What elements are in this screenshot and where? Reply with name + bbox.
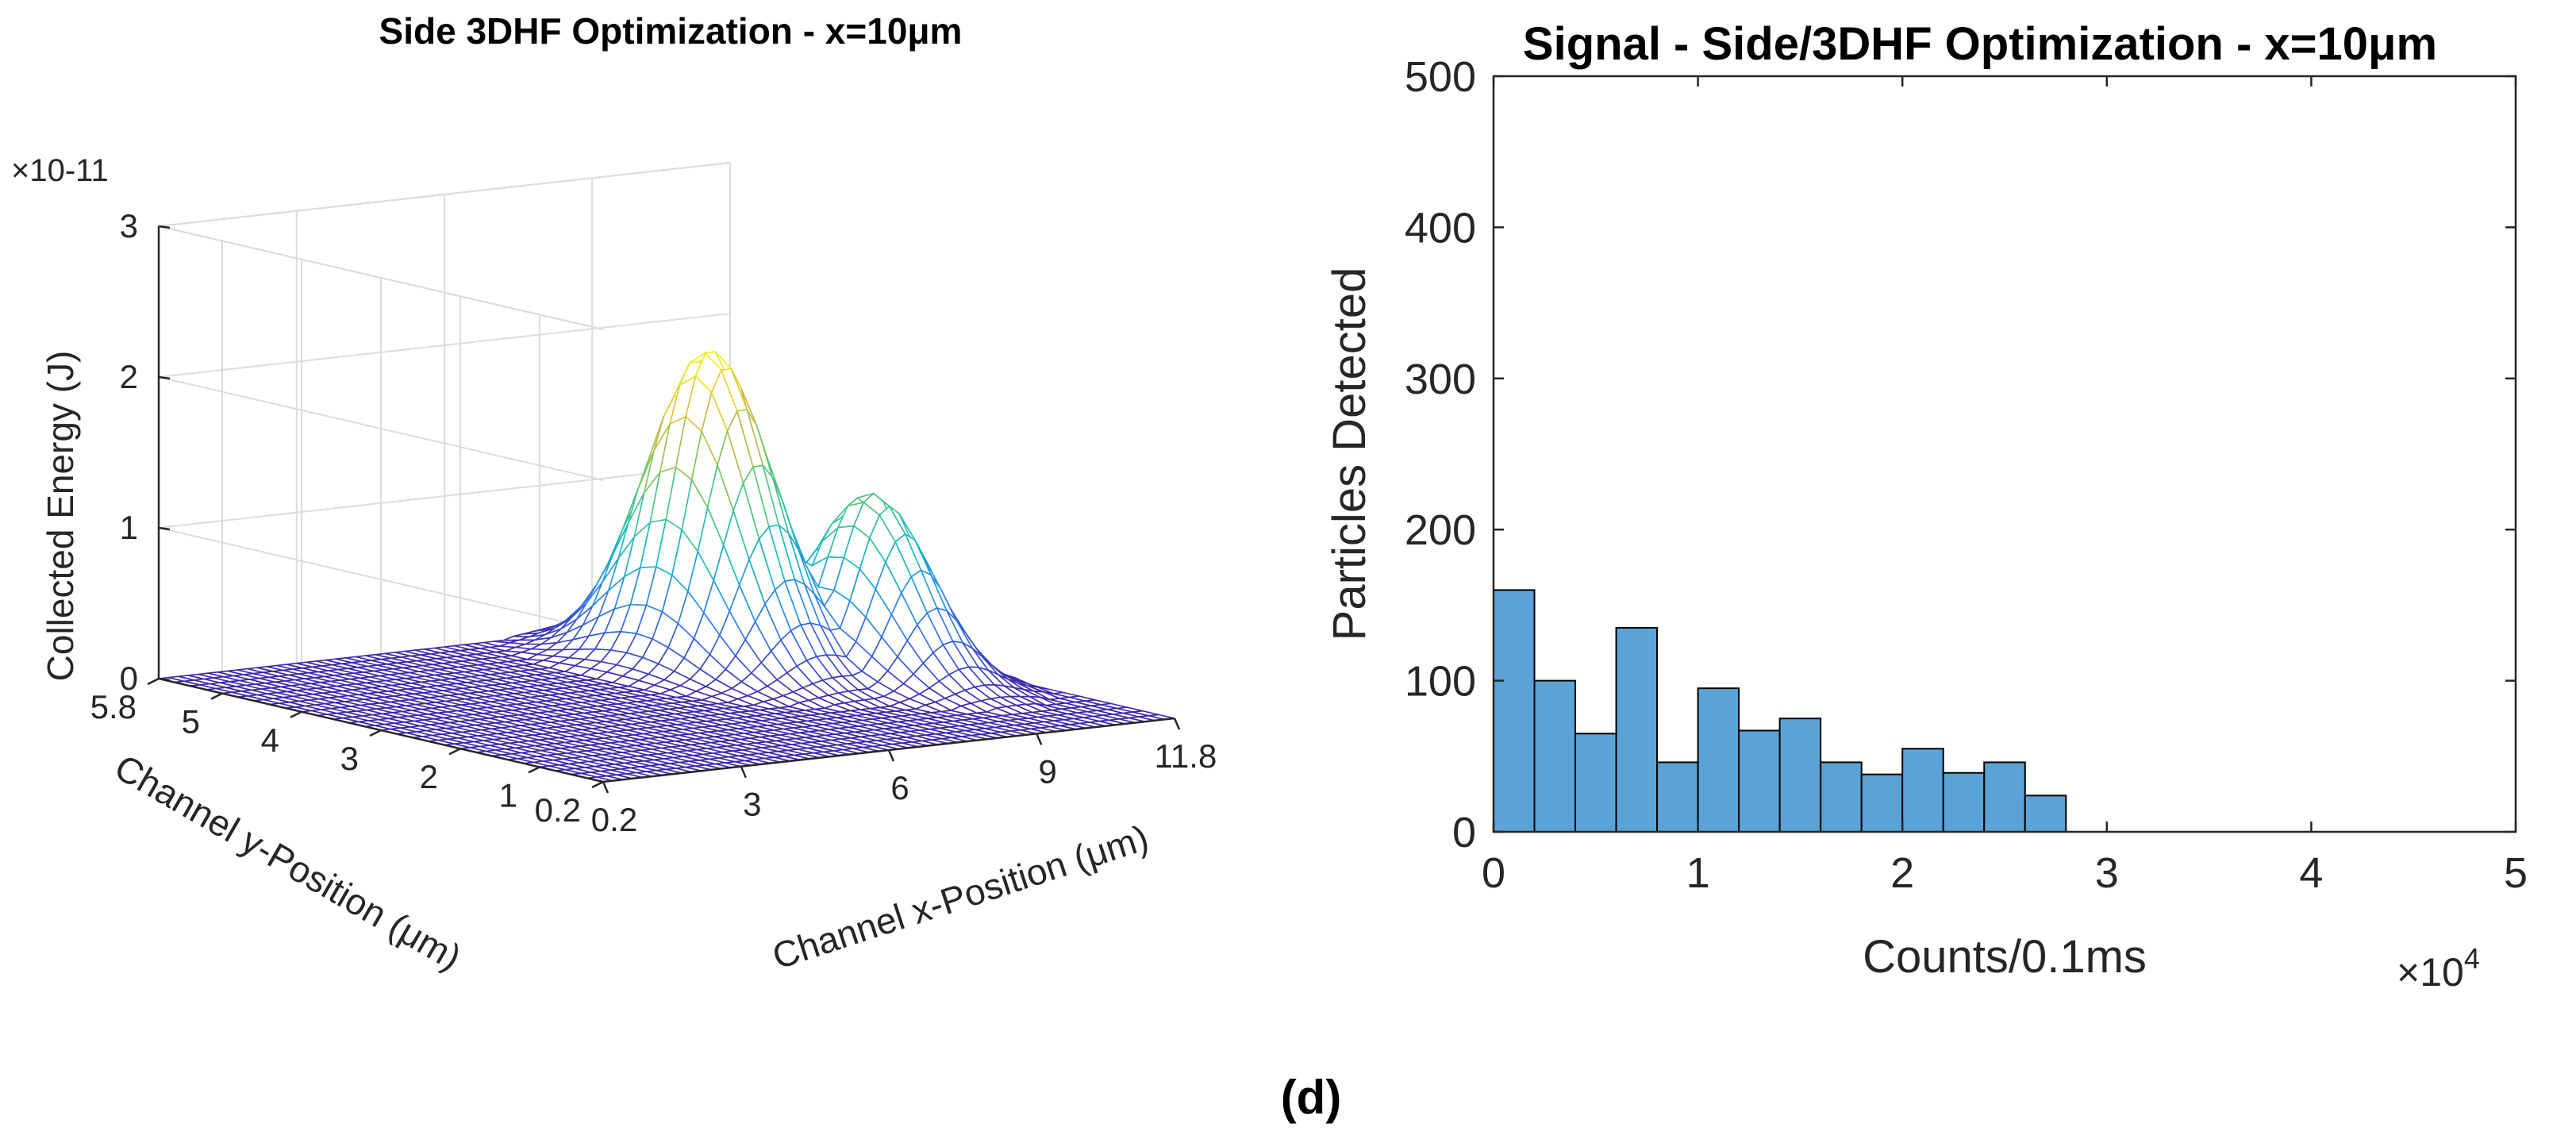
x-tick-label: 1 <box>1686 849 1710 897</box>
y-tick-mark <box>591 780 604 789</box>
y-tick-mark <box>369 729 382 737</box>
x-tick-label: 4 <box>2299 849 2323 897</box>
histogram-bar <box>1860 773 1904 833</box>
histogram-chart: Signal - Side/3DHF Optimization - x=10μm… <box>1324 18 2528 995</box>
histogram-bar <box>1942 772 1986 833</box>
x-tick-mark <box>1036 733 1043 745</box>
histogram-bars <box>1493 589 2067 833</box>
z-tick-mark <box>158 526 171 531</box>
x-tick-label: 9 <box>1039 752 1057 790</box>
x-tick-label: 5 <box>2504 849 2528 897</box>
y-tick-mark <box>147 677 160 686</box>
histogram-bar <box>1533 679 1577 833</box>
histogram-x-exponent: ×104 <box>2397 942 2480 995</box>
histogram-bar <box>1983 761 2026 833</box>
z-tick-mark <box>158 375 171 380</box>
x-tick-mark <box>602 781 609 794</box>
y-tick-label: 3 <box>340 740 359 777</box>
x-exponent-base: ×10 <box>2397 950 2464 995</box>
x-tick-label: 6 <box>890 769 909 806</box>
y-tick-label: 400 <box>1405 204 1476 252</box>
histogram-bar <box>1656 761 1699 833</box>
histogram-bar <box>1778 718 1822 833</box>
x-tick-mark <box>887 749 895 762</box>
histogram-bar <box>1901 748 1944 833</box>
y-tick-mark <box>448 748 461 756</box>
y-tick-label: 1 <box>499 776 517 814</box>
z-tick-label: 3 <box>120 207 138 244</box>
surface-chart: Side 3DHF Optimization - x=10μm 0 1 2 3 0.2 1… <box>11 10 1217 978</box>
histogram-bar <box>1493 589 1536 833</box>
surface-mesh <box>158 350 1175 783</box>
y-tick-mark <box>528 766 540 774</box>
x-tick-mark <box>1173 718 1181 730</box>
x-tick-label: 0.2 <box>591 801 637 838</box>
x-exponent-power: 4 <box>2464 942 2480 975</box>
histogram-title: Signal - Side/3DHF Optimization - x=10μm <box>1523 18 2437 70</box>
surface-chart-title: Side 3DHF Optimization - x=10μm <box>379 10 963 52</box>
z-tick-label: 1 <box>120 509 138 546</box>
histogram-bar <box>2024 795 2067 833</box>
y-tick-label: 4 <box>261 721 279 759</box>
z-exponent-label: ×10-11 <box>11 153 109 188</box>
panel-label: (d) <box>1281 1071 1342 1124</box>
y-tick-label: 100 <box>1405 658 1476 706</box>
y-tick-label: 500 <box>1405 53 1476 101</box>
histogram-bar <box>1738 729 1781 833</box>
z-axis-label: Collected Energy (J) <box>40 351 81 682</box>
histogram-bar <box>1615 626 1659 833</box>
y-axis-label: Channel y-Position (μm) <box>108 746 468 978</box>
histogram-bar <box>1574 733 1617 833</box>
x-tick-mark <box>740 766 747 779</box>
x-tick-label: 0 <box>1482 849 1505 897</box>
x-tick-label: 2 <box>1890 849 1914 897</box>
y-tick-label: 5 <box>182 703 200 741</box>
y-tick-label: 0.2 <box>535 791 581 829</box>
y-tick-mark <box>290 710 302 718</box>
histogram-bar <box>1697 687 1740 833</box>
histogram-ticks: 0 1 2 3 4 5 0 100 200 300 400 500 <box>1405 53 2528 897</box>
y-tick-label: 5.8 <box>90 688 136 725</box>
surface-axes: 0 1 2 3 0.2 1 2 3 4 5 5.8 0.2 3 6 9 11.8 <box>90 207 1217 838</box>
z-tick-label: 2 <box>120 358 138 395</box>
histogram-y-axis-label: Particles Detected <box>1324 267 1375 641</box>
x-axis-label: Channel x-Position (μm) <box>767 817 1153 977</box>
histogram-plot-box <box>1492 75 2517 833</box>
z-tick-mark <box>158 677 171 682</box>
y-tick-label: 300 <box>1405 356 1476 403</box>
histogram-bar <box>1820 761 1863 833</box>
histogram-x-axis-label: Counts/0.1ms <box>1863 931 2147 983</box>
x-tick-label: 3 <box>743 786 761 823</box>
z-tick-label: 0 <box>120 660 138 697</box>
y-tick-mark <box>210 692 223 700</box>
y-tick-label: 2 <box>420 758 438 795</box>
y-tick-label: 0 <box>1452 809 1476 856</box>
x-tick-label: 3 <box>2095 849 2119 897</box>
z-tick-mark <box>158 225 171 229</box>
y-tick-label: 200 <box>1405 506 1476 554</box>
x-tick-label: 11.8 <box>1155 737 1217 775</box>
